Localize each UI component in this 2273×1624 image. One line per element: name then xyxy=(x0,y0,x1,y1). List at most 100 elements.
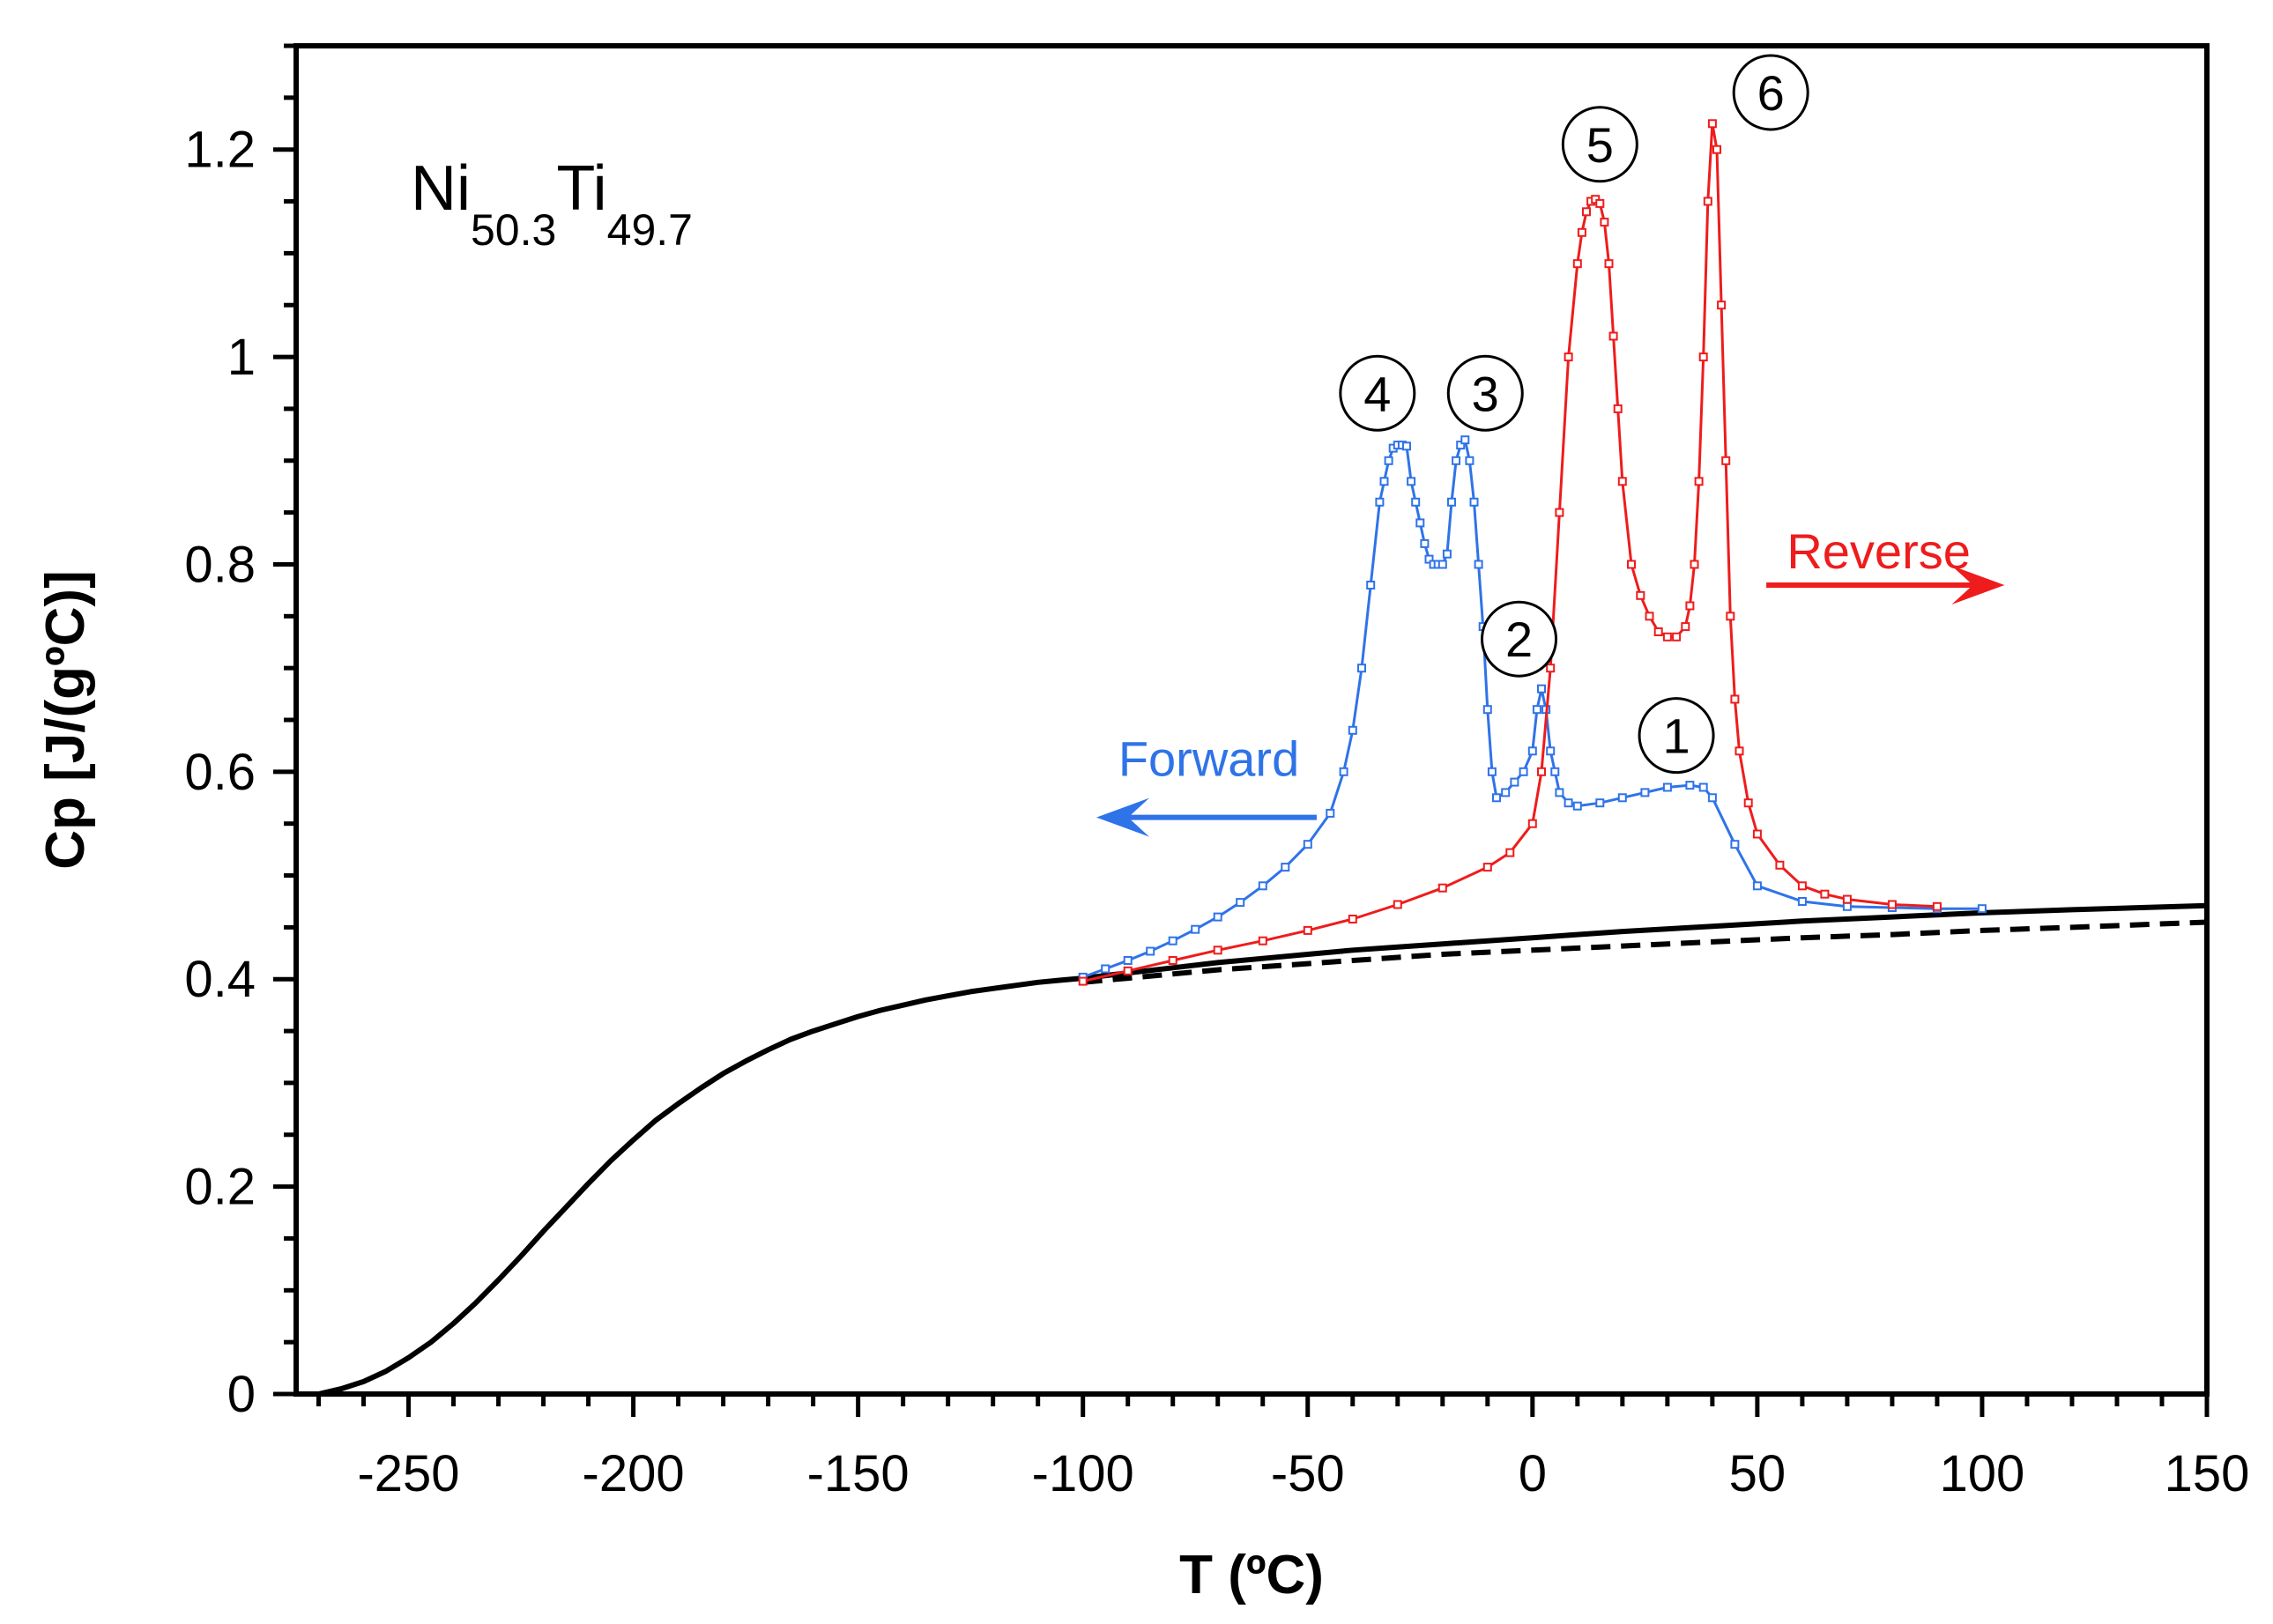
series-2-point-10 xyxy=(1303,840,1312,849)
tick-labels-layer: -250 -200 -150 -100 -50 0 50 100 150 0 0.2 0.4 0.6 0.… xyxy=(184,122,2249,1502)
peak-marker-circle-2 xyxy=(1481,600,1558,678)
annotation-layer: 1 2 3 4 5 6 Forward Reverse xyxy=(1096,54,2005,837)
series-3-point-53 xyxy=(1932,901,1942,911)
series-3-point-34 xyxy=(1685,601,1695,611)
y-axis-title: Cp [J/(gºC)] xyxy=(35,570,96,869)
alloy-formula: Ni50.3Ti49.7 xyxy=(411,153,693,255)
series-2-point-45 xyxy=(1519,767,1528,776)
series-2-point-31 xyxy=(1442,549,1452,559)
series-3-point-27 xyxy=(1627,560,1636,569)
x-tick-label: -100 xyxy=(1032,1445,1134,1502)
series-2-point-36 xyxy=(1465,456,1474,465)
series-2-point-14 xyxy=(1357,664,1366,673)
series-2-point-43 xyxy=(1501,788,1511,797)
peak-marker-circle-4 xyxy=(1339,354,1416,432)
y-tick-label: 0.2 xyxy=(184,1159,256,1216)
series-3-point-28 xyxy=(1636,590,1645,600)
series-2-point-68 xyxy=(1977,904,1987,914)
series-3-point-26 xyxy=(1617,477,1627,486)
plot-frame xyxy=(293,43,2210,1397)
series-3-point-16 xyxy=(1572,259,1582,269)
series-3-point-35 xyxy=(1690,560,1699,569)
y-tick-label: 0 xyxy=(227,1366,256,1423)
series-2-point-6 xyxy=(1213,912,1222,922)
series-line-1 xyxy=(1082,919,2208,985)
series-3-point-44 xyxy=(1730,694,1740,704)
x-tick-label: -200 xyxy=(583,1445,685,1502)
series-2-point-22 xyxy=(1402,441,1411,451)
peak-marker-circle-6 xyxy=(1732,54,1809,131)
series-3-point-1 xyxy=(1123,966,1133,975)
series-2-point-47 xyxy=(1532,705,1541,715)
series-3-point-39 xyxy=(1707,119,1717,129)
series-2-point-9 xyxy=(1281,863,1290,872)
series-2-point-65 xyxy=(1842,901,1852,911)
series-3-point-10 xyxy=(1505,848,1515,857)
series-2-point-8 xyxy=(1258,881,1267,891)
peak-marker-circle-5 xyxy=(1561,106,1638,183)
peak-marker-label-1: 1 xyxy=(1662,708,1690,764)
series-3-point-31 xyxy=(1662,632,1672,641)
series-3-point-18 xyxy=(1582,207,1591,217)
series-2-point-33 xyxy=(1452,456,1461,465)
y-tick-label: 1 xyxy=(227,329,256,386)
series-2-point-58 xyxy=(1662,782,1672,792)
series-3-point-47 xyxy=(1752,829,1762,839)
series-2-point-24 xyxy=(1411,497,1421,507)
y-tick-label: 0.8 xyxy=(184,536,256,593)
series-2-point-32 xyxy=(1447,497,1456,507)
formula-subscript-ti: 49.7 xyxy=(607,205,693,255)
series-2-point-54 xyxy=(1572,801,1582,811)
series-3-point-7 xyxy=(1393,900,1402,909)
reverse-arrow-head xyxy=(1951,566,2005,604)
series-3-point-12 xyxy=(1537,767,1546,776)
series-2-point-40 xyxy=(1482,705,1492,715)
series-3-point-51 xyxy=(1842,894,1852,904)
formula-subscript-ni: 50.3 xyxy=(471,205,556,255)
series-2-point-2 xyxy=(1123,956,1133,965)
series-2-point-41 xyxy=(1487,767,1497,776)
x-tick-label: 50 xyxy=(1729,1445,1786,1502)
series-2-point-57 xyxy=(1640,788,1650,797)
series-3-point-3 xyxy=(1213,945,1222,955)
series-2-point-25 xyxy=(1415,518,1425,528)
peak-marker-label-2: 2 xyxy=(1505,612,1533,667)
series-3-point-0 xyxy=(1078,976,1088,986)
data-layer xyxy=(317,119,2208,1397)
series-3-point-22 xyxy=(1600,218,1609,227)
series-2-point-60 xyxy=(1698,782,1708,792)
series-3-point-37 xyxy=(1698,352,1708,362)
series-2-point-35 xyxy=(1460,435,1470,445)
series-3-point-29 xyxy=(1645,612,1654,621)
series-3-point-48 xyxy=(1775,860,1785,870)
series-3-point-2 xyxy=(1168,956,1177,965)
peak-marker-label-5: 5 xyxy=(1586,117,1614,173)
series-2-point-56 xyxy=(1617,793,1627,803)
series-3-point-38 xyxy=(1703,197,1712,206)
series-2-point-37 xyxy=(1469,497,1479,507)
x-tick-label: 100 xyxy=(1940,1445,2025,1502)
x-tick-label: -50 xyxy=(1271,1445,1345,1502)
series-2-point-52 xyxy=(1555,788,1564,797)
y-tick-label: 0.4 xyxy=(184,951,256,1008)
series-3-point-14 xyxy=(1555,508,1564,517)
series-line-3 xyxy=(1082,122,1937,983)
series-3-point-52 xyxy=(1887,900,1897,909)
series-3-point-42 xyxy=(1721,456,1731,465)
series-2-point-26 xyxy=(1420,538,1430,548)
series-3-point-43 xyxy=(1726,612,1735,621)
series-3-point-25 xyxy=(1613,404,1623,413)
y-tick-label: 1.2 xyxy=(184,122,256,179)
series-2-point-34 xyxy=(1456,441,1466,450)
series-2-point-38 xyxy=(1474,560,1483,569)
series-2-point-7 xyxy=(1236,898,1245,908)
series-3-point-6 xyxy=(1348,915,1357,923)
series-3-point-4 xyxy=(1258,936,1267,945)
series-2-point-59 xyxy=(1685,781,1695,790)
series-2-point-48 xyxy=(1537,684,1546,693)
forward-label: Forward xyxy=(1118,731,1299,787)
series-2-point-4 xyxy=(1168,936,1177,945)
series-3-point-33 xyxy=(1681,622,1690,632)
peak-marker-circle-3 xyxy=(1446,354,1524,432)
